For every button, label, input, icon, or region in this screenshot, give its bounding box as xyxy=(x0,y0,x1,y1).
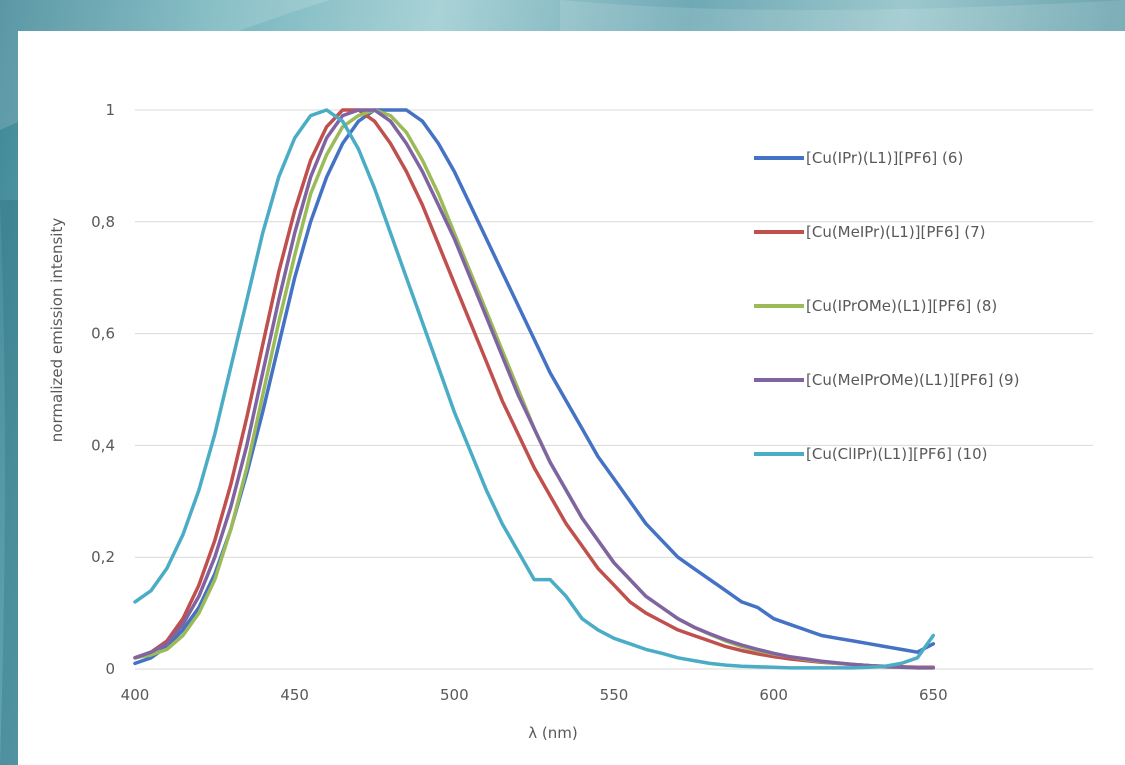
y-tick-label: 0,4 xyxy=(91,436,115,454)
emission-chart: 0 0,2 0,4 0,6 0,8 1 400 450 500 550 600 650 [Cu(IP… xyxy=(48,101,1093,742)
legend-label: [Cu(ClIPr)(L1)][PF6] (10) xyxy=(806,445,988,463)
x-tick-labels: 400 450 500 550 600 650 xyxy=(121,686,948,704)
y-tick-labels: 0 0,2 0,4 0,6 0,8 1 xyxy=(91,101,115,678)
series-lines xyxy=(133,108,936,670)
series-line-4 xyxy=(133,108,936,670)
x-tick-label: 600 xyxy=(759,686,788,704)
legend-label: [Cu(MeIPr)(L1)][PF6] (7) xyxy=(806,223,985,241)
legend-label: [Cu(IPr)(L1)][PF6] (6) xyxy=(806,149,963,167)
x-tick-label: 650 xyxy=(919,686,948,704)
series-line-5 xyxy=(133,108,936,670)
x-tick-label: 500 xyxy=(440,686,469,704)
x-tick-label: 550 xyxy=(600,686,629,704)
legend-label: [Cu(IPrOMe)(L1)][PF6] (8) xyxy=(806,297,997,315)
y-tick-label: 0,8 xyxy=(91,213,115,231)
y-axis-title: normalized emission intensity xyxy=(48,218,66,443)
y-tick-label: 1 xyxy=(105,101,115,119)
x-tick-label: 400 xyxy=(121,686,150,704)
chart-panel: 0 0,2 0,4 0,6 0,8 1 400 450 500 550 600 650 [Cu(IP… xyxy=(18,31,1125,765)
series-line-1 xyxy=(133,108,936,666)
legend: [Cu(IPr)(L1)][PF6] (6) [Cu(MeIPr)(L1)][PF… xyxy=(754,149,1019,463)
legend-label: [Cu(MeIPrOMe)(L1)][PF6] (9) xyxy=(806,371,1019,389)
x-axis-title: λ (nm) xyxy=(528,724,577,742)
y-tick-label: 0,2 xyxy=(91,548,115,566)
y-tick-label: 0,6 xyxy=(91,325,115,343)
x-tick-label: 450 xyxy=(280,686,309,704)
y-tick-label: 0 xyxy=(105,660,115,678)
